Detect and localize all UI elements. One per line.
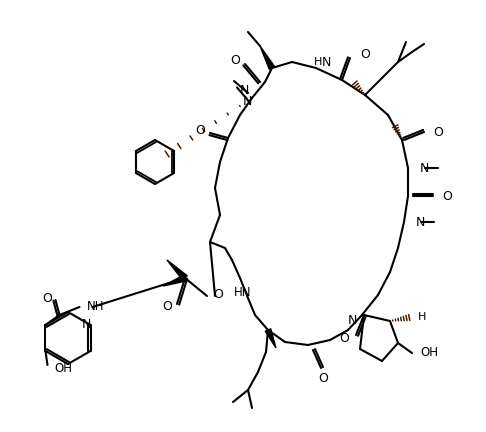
Text: O: O — [318, 372, 328, 384]
Text: O: O — [213, 288, 223, 301]
Text: N: N — [321, 55, 330, 69]
Text: O: O — [230, 54, 240, 67]
Text: OH: OH — [54, 362, 72, 375]
Text: NH: NH — [87, 301, 104, 314]
Text: H: H — [314, 57, 322, 67]
Polygon shape — [265, 329, 276, 348]
Polygon shape — [260, 46, 275, 70]
Text: N: N — [416, 216, 425, 229]
Text: N: N — [420, 162, 429, 175]
Text: O: O — [360, 48, 370, 61]
Text: HN: HN — [234, 286, 252, 299]
Text: OH: OH — [420, 346, 438, 359]
Text: N: N — [239, 85, 249, 98]
Text: O: O — [339, 331, 349, 344]
Text: O: O — [162, 299, 172, 312]
Text: N: N — [347, 314, 357, 327]
Text: H: H — [418, 312, 426, 322]
Text: N: N — [82, 318, 91, 331]
Text: O: O — [442, 190, 452, 203]
Text: N: N — [243, 95, 252, 108]
Text: O: O — [195, 124, 205, 137]
Text: O: O — [433, 126, 443, 139]
Text: O: O — [43, 292, 52, 305]
Polygon shape — [167, 260, 187, 280]
Polygon shape — [163, 275, 186, 286]
